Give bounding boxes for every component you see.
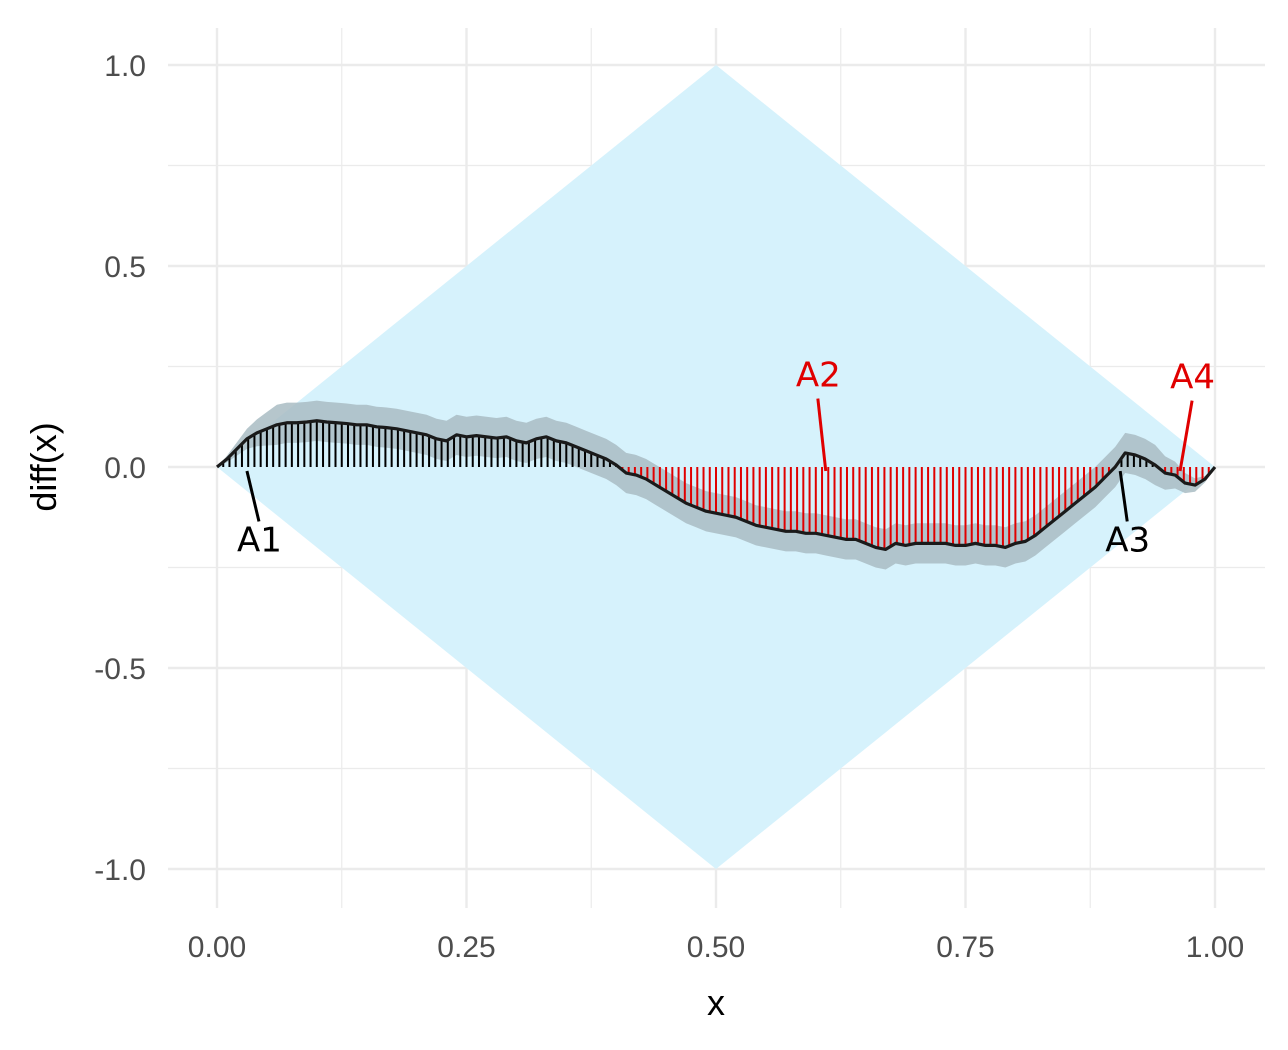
y-tick-label: 0.5 bbox=[104, 251, 146, 284]
y-tick-label: -1.0 bbox=[94, 854, 146, 887]
annotation-leader bbox=[1178, 400, 1194, 472]
annotation-leader bbox=[816, 398, 828, 472]
x-tick-label: 0.50 bbox=[687, 931, 745, 964]
x-tick-label: 1.00 bbox=[1186, 931, 1244, 964]
y-tick-labels: -1.0 -0.5 0.0 0.5 1.0 bbox=[94, 50, 146, 887]
x-tick-labels: 0.00 0.25 0.50 0.75 1.00 bbox=[188, 931, 1244, 964]
y-tick-label: 1.0 bbox=[104, 50, 146, 83]
annotation-label: A2 bbox=[796, 356, 841, 396]
x-tick-label: 0.25 bbox=[437, 931, 495, 964]
area-stripes bbox=[222, 420, 1210, 550]
x-tick-label: 0.00 bbox=[188, 931, 246, 964]
annotations: A1 A2 A3 A4 bbox=[237, 356, 1215, 561]
annotation-leader bbox=[1118, 470, 1129, 522]
x-tick-label: 0.75 bbox=[936, 931, 994, 964]
x-axis-title: x bbox=[707, 982, 725, 1023]
annotation-label: A3 bbox=[1105, 520, 1150, 560]
y-tick-label: -0.5 bbox=[94, 653, 146, 686]
y-axis-title: diff(x) bbox=[23, 422, 64, 511]
annotation-label: A4 bbox=[1170, 358, 1215, 398]
y-tick-label: 0.0 bbox=[104, 452, 146, 485]
diff-curve bbox=[215, 419, 1217, 552]
diff-line bbox=[215, 419, 1217, 552]
annotation-leader bbox=[245, 470, 261, 522]
annotation-label: A1 bbox=[237, 520, 282, 560]
